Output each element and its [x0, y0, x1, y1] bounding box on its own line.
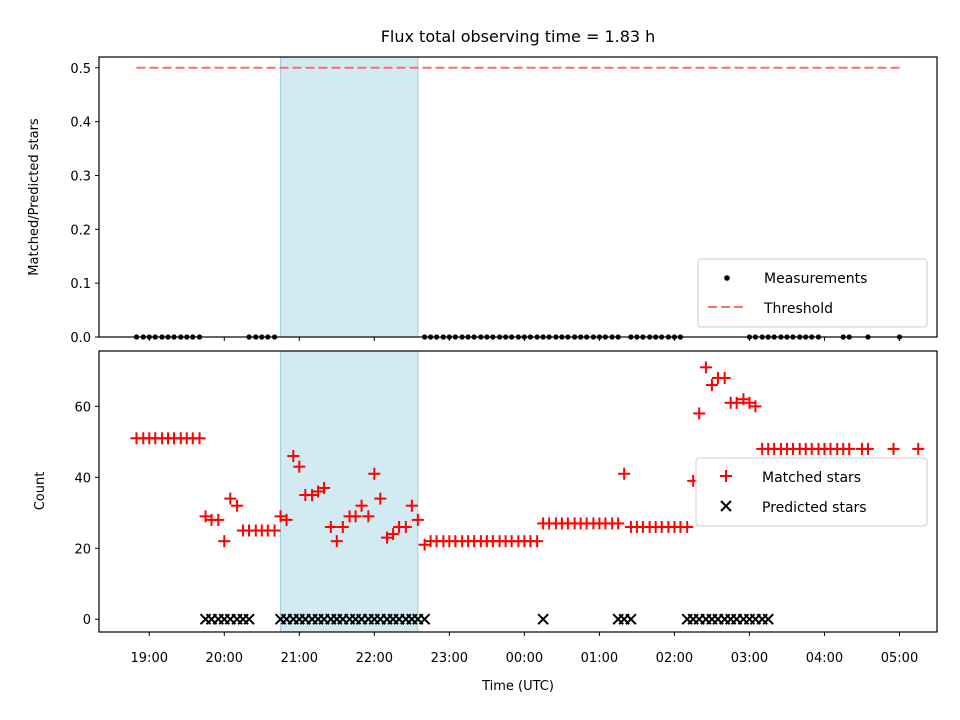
matched-star-point [306, 489, 319, 502]
legend-matched-marker [720, 470, 732, 482]
top-panel: Flux total observing time = 1.83 h 0.00.… [27, 27, 938, 346]
bottom-plot-frame [98, 350, 938, 633]
x-tick-label: 05:00 [881, 651, 918, 666]
matched-stars-points [130, 361, 925, 551]
matched-star-point [212, 513, 225, 526]
top-y-axis-label: Matched/Predicted stars [27, 118, 42, 276]
x-axis-label: Time (UTC) [481, 679, 554, 694]
matched-star-point [368, 467, 381, 480]
matched-star-point [405, 499, 418, 512]
matched-star-point [374, 492, 387, 505]
predicted-star-point [537, 613, 549, 625]
matched-star-point [362, 510, 375, 523]
top-y-tick-label: 0.1 [70, 277, 91, 292]
chart-title: Flux total observing time = 1.83 h [381, 27, 656, 46]
matched-star-point [861, 442, 874, 455]
top-shaded-span [280, 56, 419, 338]
x-tick-label: 00:00 [506, 651, 543, 666]
matched-star-point [743, 396, 756, 409]
matched-star-point [887, 442, 900, 455]
matched-star-point [312, 485, 325, 498]
x-tick-label: 23:00 [431, 651, 468, 666]
matched-star-point [193, 432, 206, 445]
predicted-star-point [625, 613, 637, 625]
legend-predicted-label: Predicted stars [762, 500, 867, 516]
matched-star-point [681, 520, 694, 533]
x-tick-label: 01:00 [581, 651, 618, 666]
matched-star-point [274, 510, 287, 523]
top-legend: Measurements Threshold [697, 258, 928, 328]
matched-star-point [749, 400, 762, 413]
x-tick-label: 04:00 [806, 651, 843, 666]
top-y-tick-label: 0.4 [70, 116, 91, 131]
matched-star-point [618, 467, 631, 480]
x-tick-label: 22:00 [356, 651, 393, 666]
matched-star-point [693, 407, 706, 420]
matched-star-point [531, 535, 544, 548]
matched-star-point [324, 520, 337, 533]
matched-star-point [418, 538, 431, 551]
predicted-star-point [243, 613, 255, 625]
matched-star-point [336, 520, 349, 533]
matched-star-point [355, 499, 368, 512]
legend-matched-label: Matched stars [762, 470, 861, 486]
x-tick-label: 19:00 [131, 651, 168, 666]
matched-star-point [411, 513, 424, 526]
x-tick-label: 03:00 [731, 651, 768, 666]
matched-star-point [293, 460, 306, 473]
bottom-panel: 0 20 40 60 19:00 20:00 21:00 22:00 23:00 00:00 01… [33, 350, 938, 694]
bottom-y-tick-label: 60 [74, 400, 91, 415]
top-y-tick-label: 0.5 [70, 62, 91, 77]
legend-threshold-label: Threshold [763, 301, 833, 317]
bottom-y-tick-label: 0 [83, 613, 91, 628]
matched-star-point [330, 535, 343, 548]
matched-star-point [705, 379, 718, 392]
matched-star-point [612, 517, 625, 530]
top-y-tick-label: 0.3 [70, 169, 91, 184]
x-tick-label: 21:00 [281, 651, 318, 666]
matched-star-point [737, 393, 750, 406]
matched-star-point [730, 396, 743, 409]
matched-star-point [318, 481, 331, 494]
matched-star-point [381, 531, 394, 544]
legend-measurements-label: Measurements [764, 271, 867, 287]
matched-star-point [199, 510, 212, 523]
matched-star-point [218, 535, 231, 548]
top-y-axis: 0.0 0.1 0.2 0.3 0.4 0.5 [70, 62, 99, 346]
matched-star-point [231, 499, 244, 512]
matched-star-point [224, 492, 237, 505]
bottom-y-axis-label: Count [33, 472, 48, 511]
bottom-x-axis: 19:00 20:00 21:00 22:00 23:00 00:00 01:00 02:00… [131, 632, 918, 666]
top-y-tick-label: 0.2 [70, 223, 91, 238]
x-tick-label: 02:00 [656, 651, 693, 666]
matched-star-point [280, 513, 293, 526]
predicted-star-point [418, 613, 431, 625]
bottom-shaded-span [280, 350, 419, 633]
matched-star-point [268, 524, 281, 537]
matched-star-point [912, 442, 925, 455]
predicted-stars-points [199, 613, 774, 625]
legend-measurements-marker [724, 275, 730, 281]
matched-star-point [699, 361, 712, 374]
predicted-star-point [762, 613, 774, 625]
bottom-legend: Matched stars Predicted stars [695, 457, 928, 527]
matched-star-point [399, 520, 412, 533]
matched-star-point [287, 450, 300, 463]
matched-star-point [349, 510, 362, 523]
matched-star-point [387, 528, 400, 541]
top-y-tick-label: 0.0 [70, 331, 91, 346]
matched-star-point [718, 371, 731, 384]
top-plot-frame [98, 56, 938, 338]
x-tick-label: 20:00 [206, 651, 243, 666]
bottom-y-tick-label: 20 [74, 542, 91, 557]
matched-star-point [843, 442, 856, 455]
legend-predicted-marker [720, 500, 732, 512]
bottom-y-axis: 0 20 40 60 [74, 400, 99, 628]
bottom-y-tick-label: 40 [74, 471, 91, 486]
